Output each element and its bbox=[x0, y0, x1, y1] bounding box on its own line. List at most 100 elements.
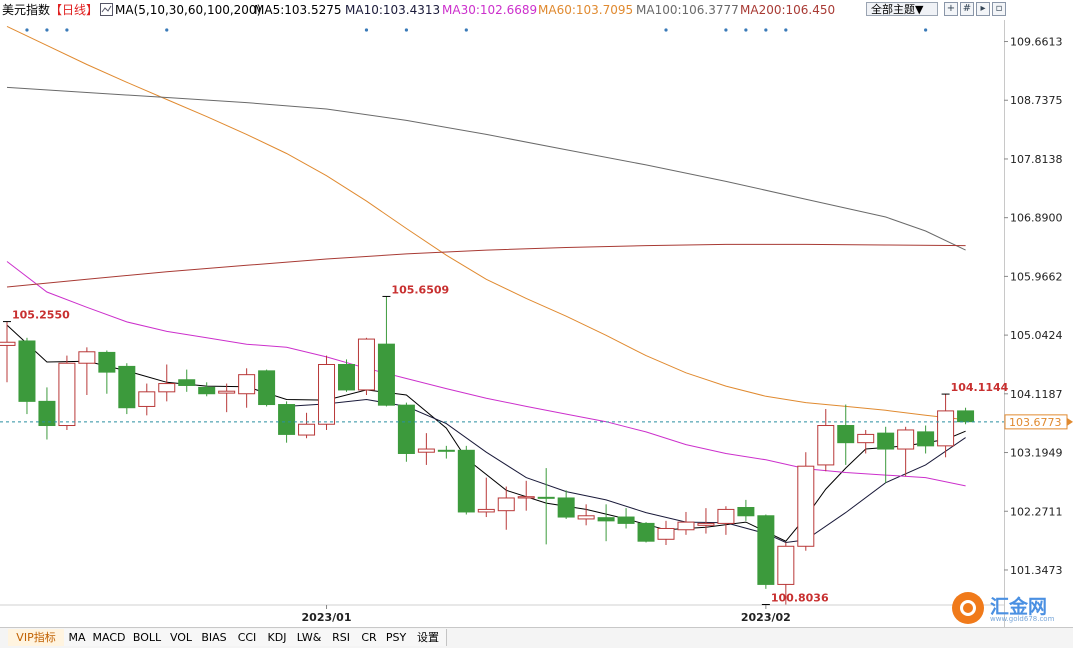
candle bbox=[58, 355, 76, 430]
tab-lw[interactable]: LW& bbox=[292, 629, 327, 646]
candle-body bbox=[797, 465, 815, 547]
candle bbox=[218, 383, 236, 413]
logo-icon bbox=[952, 592, 984, 624]
candle bbox=[677, 511, 695, 535]
candle bbox=[198, 382, 216, 397]
event-marker bbox=[25, 28, 29, 32]
candle-body bbox=[98, 351, 116, 373]
candle-body bbox=[377, 343, 395, 406]
logo-name: 汇金网 bbox=[990, 596, 1048, 618]
candle-body bbox=[737, 507, 755, 517]
candle bbox=[138, 383, 156, 416]
candle-body bbox=[697, 522, 715, 526]
candle-body bbox=[677, 521, 695, 531]
candle bbox=[637, 522, 655, 543]
candle bbox=[557, 490, 575, 519]
candle-body bbox=[717, 508, 735, 524]
candle bbox=[318, 355, 336, 430]
indicator-header: 美元指数 【日线】 MA(5,10,30,60,100,200) MA5:103… bbox=[0, 0, 1073, 20]
candle bbox=[577, 504, 595, 526]
candle bbox=[717, 506, 735, 535]
candle-body bbox=[517, 496, 535, 499]
candle-body bbox=[318, 363, 336, 425]
y-tick-label: 104.1187 bbox=[1010, 388, 1063, 401]
tab-settings[interactable]: 设置 bbox=[410, 629, 447, 646]
candle-body bbox=[417, 448, 435, 453]
period-label[interactable]: 【日线】 bbox=[50, 3, 99, 17]
y-tick-label: 108.7375 bbox=[1010, 94, 1063, 107]
candle-body bbox=[897, 429, 915, 450]
tab-cci[interactable]: CCI bbox=[232, 629, 263, 646]
candle-body bbox=[437, 449, 455, 452]
candle bbox=[517, 480, 535, 511]
candle bbox=[437, 445, 455, 459]
candle bbox=[937, 394, 955, 458]
theme-select[interactable]: 全部主题▼ bbox=[866, 2, 938, 16]
candle-body bbox=[857, 433, 875, 444]
tab-psy[interactable]: PSY bbox=[382, 629, 411, 646]
y-tick-label: 103.1949 bbox=[1010, 447, 1063, 460]
event-marker bbox=[364, 28, 369, 32]
candle bbox=[477, 477, 495, 518]
candle bbox=[397, 402, 415, 462]
candle-body bbox=[158, 383, 176, 393]
candle-body bbox=[617, 516, 635, 524]
ma100-value: MA100:106.3777 bbox=[636, 3, 739, 17]
candle-body bbox=[837, 425, 855, 444]
tab-kdj[interactable]: KDJ bbox=[262, 629, 293, 646]
price-annotations: 105.2550 105.6509 100.8036 104.1144 bbox=[3, 283, 1009, 606]
candle bbox=[877, 426, 895, 483]
candle bbox=[0, 321, 16, 383]
candle-body bbox=[777, 545, 795, 585]
candle bbox=[417, 433, 435, 465]
event-marker bbox=[924, 28, 928, 32]
candle bbox=[337, 359, 355, 392]
candles bbox=[0, 296, 975, 605]
ma60-value: MA60:103.7095 bbox=[538, 3, 634, 17]
candle-body bbox=[178, 379, 196, 386]
ma-params-icon[interactable] bbox=[100, 0, 113, 22]
candle-body bbox=[477, 508, 495, 513]
candle bbox=[657, 520, 675, 546]
candle-body bbox=[637, 522, 655, 542]
candle bbox=[537, 468, 555, 545]
x-tick-label: 2023/01 bbox=[302, 611, 352, 624]
expand-icon[interactable]: ▸ bbox=[976, 2, 990, 16]
candlestick-chart[interactable]: 109.6613 108.7375 107.8138 106.8900 105.9662… bbox=[0, 0, 1073, 627]
candle bbox=[617, 508, 635, 529]
tab-ma[interactable]: MA bbox=[64, 629, 91, 646]
tab-vip[interactable]: VIP指标 bbox=[8, 629, 65, 646]
candle-body bbox=[757, 515, 775, 585]
candle bbox=[298, 412, 316, 439]
crosshair-icon[interactable]: + bbox=[944, 2, 958, 16]
tab-boll[interactable]: BOLL bbox=[128, 629, 167, 646]
candle bbox=[857, 429, 875, 454]
candle-body bbox=[218, 390, 236, 394]
extreme-label: 105.6509 bbox=[391, 283, 449, 296]
event-marker bbox=[65, 28, 69, 32]
tab-vol[interactable]: VOL bbox=[166, 629, 197, 646]
y-tick-label: 107.8138 bbox=[1010, 153, 1063, 166]
y-tick-label: 105.9662 bbox=[1010, 270, 1063, 283]
candle bbox=[957, 407, 975, 425]
candle bbox=[98, 350, 116, 394]
extreme-label: 100.8036 bbox=[771, 592, 829, 605]
ma30-value: MA30:102.6689 bbox=[442, 3, 538, 17]
event-marker bbox=[165, 28, 169, 32]
tab-rsi[interactable]: RSI bbox=[326, 629, 357, 646]
tab-cr[interactable]: CR bbox=[356, 629, 383, 646]
gold678-logo: 汇金网 www.gold678.com bbox=[952, 590, 1062, 628]
candle-body bbox=[198, 386, 216, 395]
tab-bias[interactable]: BIAS bbox=[196, 629, 233, 646]
ma200-line bbox=[6, 243, 966, 288]
candle-body bbox=[957, 410, 975, 423]
grid-icon[interactable]: # bbox=[960, 2, 974, 16]
candle-body bbox=[537, 496, 555, 499]
candle bbox=[357, 337, 375, 396]
candle-body bbox=[577, 515, 595, 520]
tab-macd[interactable]: MACD bbox=[90, 629, 129, 646]
candle-body bbox=[937, 410, 955, 447]
zoom-icon[interactable]: ▫ bbox=[992, 2, 1006, 16]
candle-body bbox=[38, 400, 56, 427]
logo-url: www.gold678.com bbox=[990, 615, 1055, 623]
